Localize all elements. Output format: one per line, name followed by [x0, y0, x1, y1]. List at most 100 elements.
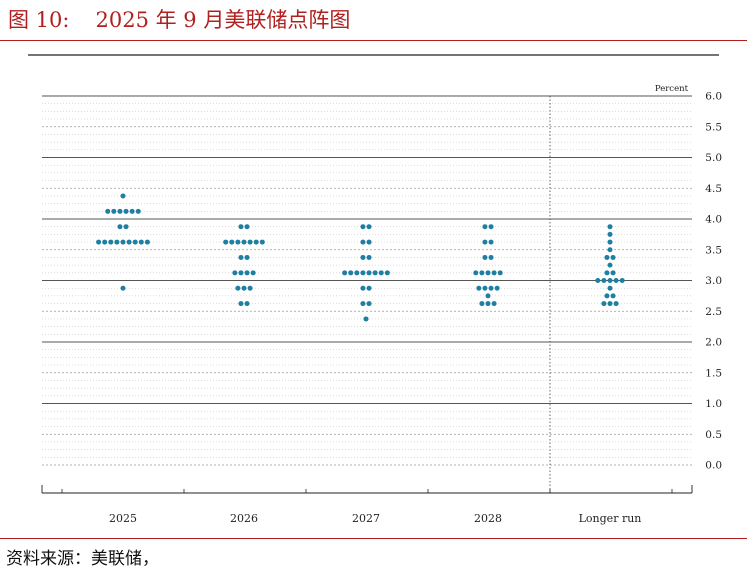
dot-marker — [232, 270, 238, 276]
dot-marker — [610, 270, 616, 276]
axis-layer: 0.0 0.5 1.0 1.5 2.0 2.5 3.0 3.5 4.0 4.5 5.0 5.5 6.0 2… — [41, 91, 722, 525]
dot-marker — [244, 254, 250, 260]
y-tick-label: 0.5 — [705, 429, 722, 441]
dot-marker — [238, 270, 244, 276]
dot-marker — [607, 239, 613, 245]
dot-marker — [366, 224, 372, 230]
dot-marker — [244, 301, 250, 307]
dot-marker — [604, 254, 610, 260]
dot-marker — [102, 239, 108, 245]
dot-marker — [479, 301, 485, 307]
dot-marker — [229, 239, 235, 245]
dot-marker — [473, 270, 479, 276]
dot-marker — [123, 208, 129, 214]
dot-marker — [259, 239, 265, 245]
dot-marker — [247, 285, 253, 291]
dot-marker — [244, 270, 250, 276]
dot-marker — [601, 278, 607, 283]
dot-marker — [488, 239, 494, 245]
dot-marker — [497, 270, 503, 276]
dot-marker — [482, 224, 488, 230]
dot-marker — [348, 270, 354, 276]
dot-marker — [105, 208, 111, 214]
dot-marker — [619, 278, 625, 283]
y-tick-label: 5.5 — [705, 121, 722, 133]
dot-marker — [613, 301, 619, 307]
y-tick-label: 1.5 — [705, 367, 722, 379]
dot-marker — [607, 262, 613, 268]
y-tick-label: 2.5 — [705, 306, 722, 318]
dot-marker — [117, 208, 123, 214]
dot-marker — [126, 239, 132, 245]
x-tick-label: 2027 — [352, 512, 380, 525]
dot-marker — [482, 254, 488, 260]
dot-marker — [114, 239, 120, 245]
dot-marker — [129, 208, 135, 214]
dot-marker — [378, 270, 384, 276]
x-tick-label: 2026 — [230, 512, 258, 525]
y-tick-label: 6.0 — [705, 91, 722, 103]
dot-marker — [250, 270, 256, 276]
dot-marker — [138, 239, 144, 245]
dot-marker — [117, 224, 123, 230]
grid-layer — [42, 95, 692, 466]
dot-marker — [360, 239, 366, 245]
dot-marker — [235, 285, 241, 291]
y-tick-label: 4.5 — [705, 183, 722, 195]
dot-marker — [120, 285, 126, 291]
dot-marker — [238, 224, 244, 230]
dot-marker — [482, 239, 488, 245]
dot-marker — [241, 285, 247, 291]
figure-title: 图 10: 2025 年 9 月美联储点阵图 — [6, 4, 350, 34]
dot-marker — [120, 239, 126, 245]
dot-marker — [108, 239, 114, 245]
dot-marker — [247, 239, 253, 245]
dot-marker — [610, 293, 616, 299]
dot-marker — [607, 278, 613, 283]
dot-marker — [613, 278, 619, 283]
figure-number: 图 10: — [8, 8, 70, 32]
dot-marker — [607, 231, 613, 237]
dot-marker — [607, 301, 613, 307]
dot-marker — [494, 285, 500, 291]
dot-marker — [488, 224, 494, 230]
dot-marker — [595, 278, 601, 283]
dot-marker — [604, 270, 610, 276]
dot-marker — [360, 285, 366, 291]
dot-marker — [238, 301, 244, 307]
y-tick-label: 2.0 — [705, 337, 722, 349]
dot-marker — [96, 239, 102, 245]
dot-marker — [366, 239, 372, 245]
dot-marker — [491, 270, 497, 276]
dot-marker — [485, 293, 491, 299]
dot-marker — [488, 285, 494, 291]
dot-marker — [360, 254, 366, 260]
y-axis-label: Percent — [655, 84, 689, 94]
dot-marker — [223, 239, 229, 245]
x-tick-label: Longer run — [579, 512, 642, 525]
dot-marker — [482, 285, 488, 291]
dot-marker — [479, 270, 485, 276]
x-tick-label: 2028 — [474, 512, 502, 525]
dot-marker — [607, 247, 613, 253]
dot-marker — [360, 270, 366, 276]
dot-marker — [123, 224, 129, 230]
dot-marker — [241, 239, 247, 245]
title-rule — [0, 40, 747, 41]
dot-marker — [366, 254, 372, 260]
dot-marker — [132, 239, 138, 245]
dot-marker — [363, 316, 369, 322]
dot-marker — [366, 301, 372, 307]
y-tick-label: 4.0 — [705, 214, 722, 226]
y-tick-label: 0.0 — [705, 460, 722, 472]
dot-marker — [120, 193, 126, 199]
dot-marker — [354, 270, 360, 276]
dot-marker — [601, 301, 607, 307]
dot-marker — [135, 208, 141, 214]
dot-marker — [360, 224, 366, 230]
dot-marker — [384, 270, 390, 276]
dot-marker — [238, 254, 244, 260]
source-rule — [0, 538, 747, 539]
dot-marker — [607, 285, 613, 291]
